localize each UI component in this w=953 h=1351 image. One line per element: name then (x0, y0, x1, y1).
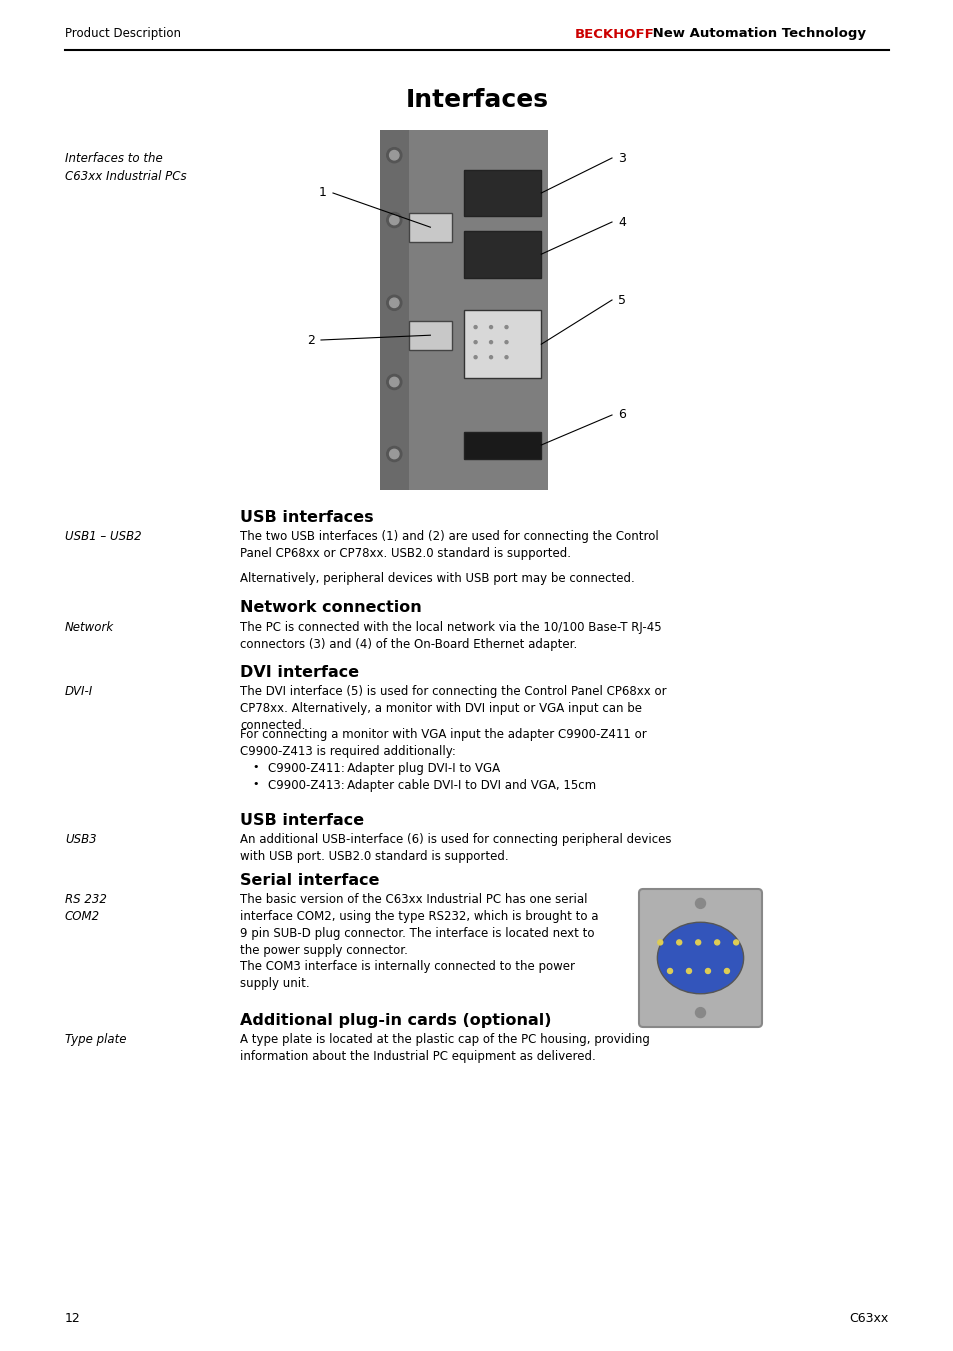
Text: The basic version of the C63xx Industrial PC has one serial
interface COM2, usin: The basic version of the C63xx Industria… (240, 893, 598, 957)
Circle shape (686, 969, 691, 974)
Circle shape (489, 326, 492, 328)
Circle shape (489, 340, 492, 343)
Text: New Automation Technology: New Automation Technology (647, 27, 865, 41)
Circle shape (386, 446, 401, 462)
Circle shape (714, 940, 719, 944)
Text: USB interface: USB interface (240, 813, 364, 828)
Circle shape (667, 969, 672, 974)
Text: Interfaces to the
C63xx Industrial PCs: Interfaces to the C63xx Industrial PCs (65, 153, 187, 182)
FancyBboxPatch shape (639, 889, 761, 1027)
Bar (463, 431, 540, 458)
Text: 5: 5 (618, 293, 625, 307)
Text: C9900-Z413: Adapter cable DVI-I to DVI and VGA, 15cm: C9900-Z413: Adapter cable DVI-I to DVI a… (268, 780, 596, 792)
Circle shape (733, 940, 738, 944)
Circle shape (386, 374, 401, 389)
Bar (463, 231, 540, 277)
Text: 1: 1 (319, 186, 327, 200)
Bar (408, 213, 452, 242)
Text: Alternatively, peripheral devices with USB port may be connected.: Alternatively, peripheral devices with U… (240, 571, 634, 585)
Text: •: • (252, 762, 258, 771)
Text: Serial interface: Serial interface (240, 873, 379, 888)
Circle shape (723, 969, 729, 974)
Circle shape (389, 215, 398, 224)
Bar (379, 130, 408, 490)
Circle shape (474, 340, 476, 343)
Text: 4: 4 (618, 216, 625, 228)
Text: C63xx: C63xx (849, 1312, 888, 1324)
Text: Network connection: Network connection (240, 600, 421, 615)
Circle shape (386, 296, 401, 311)
Circle shape (389, 377, 398, 386)
Text: 3: 3 (618, 151, 625, 165)
Text: RS 232
COM2: RS 232 COM2 (65, 893, 107, 923)
Text: The PC is connected with the local network via the 10/100 Base-T RJ-45
connector: The PC is connected with the local netwo… (240, 621, 661, 651)
Circle shape (695, 898, 705, 908)
Text: 12: 12 (65, 1312, 81, 1324)
Text: 6: 6 (618, 408, 625, 422)
Text: For connecting a monitor with VGA input the adapter C9900-Z411 or
C9900-Z413 is : For connecting a monitor with VGA input … (240, 728, 646, 758)
Text: Additional plug-in cards (optional): Additional plug-in cards (optional) (240, 1013, 551, 1028)
Text: USB3: USB3 (65, 834, 96, 846)
Circle shape (489, 355, 492, 359)
Text: DVI-I: DVI-I (65, 685, 93, 698)
Text: The COM3 interface is internally connected to the power
supply unit.: The COM3 interface is internally connect… (240, 961, 575, 990)
Circle shape (389, 299, 398, 308)
Text: C9900-Z411: Adapter plug DVI-I to VGA: C9900-Z411: Adapter plug DVI-I to VGA (268, 762, 499, 775)
Text: A type plate is located at the plastic cap of the PC housing, providing
informat: A type plate is located at the plastic c… (240, 1034, 649, 1063)
Ellipse shape (657, 923, 742, 994)
Bar (408, 130, 547, 490)
Bar (408, 320, 452, 350)
Text: DVI interface: DVI interface (240, 665, 358, 680)
Circle shape (676, 940, 681, 944)
Circle shape (504, 355, 507, 359)
Circle shape (389, 450, 398, 459)
Circle shape (704, 969, 710, 974)
Text: Network: Network (65, 621, 114, 634)
Text: •: • (252, 780, 258, 789)
Circle shape (504, 340, 507, 343)
Text: The two USB interfaces (1) and (2) are used for connecting the Control
Panel CP6: The two USB interfaces (1) and (2) are u… (240, 530, 659, 561)
Text: Interfaces: Interfaces (405, 88, 548, 112)
Circle shape (695, 940, 700, 944)
Circle shape (389, 150, 398, 159)
Bar (463, 309, 540, 378)
Circle shape (386, 212, 401, 227)
Text: Type plate: Type plate (65, 1034, 127, 1046)
Circle shape (695, 1008, 705, 1017)
Bar (463, 170, 540, 216)
Text: USB1 – USB2: USB1 – USB2 (65, 530, 141, 543)
Circle shape (474, 326, 476, 328)
Circle shape (474, 355, 476, 359)
Text: USB interfaces: USB interfaces (240, 509, 374, 526)
Bar (379, 130, 547, 490)
Text: Product Description: Product Description (65, 27, 181, 41)
Text: The DVI interface (5) is used for connecting the Control Panel CP68xx or
CP78xx.: The DVI interface (5) is used for connec… (240, 685, 666, 732)
Text: 2: 2 (307, 334, 314, 346)
Circle shape (386, 147, 401, 162)
Circle shape (504, 326, 507, 328)
Circle shape (657, 940, 662, 944)
Text: BECKHOFF: BECKHOFF (575, 27, 654, 41)
Text: An additional USB-interface (6) is used for connecting peripheral devices
with U: An additional USB-interface (6) is used … (240, 834, 671, 863)
